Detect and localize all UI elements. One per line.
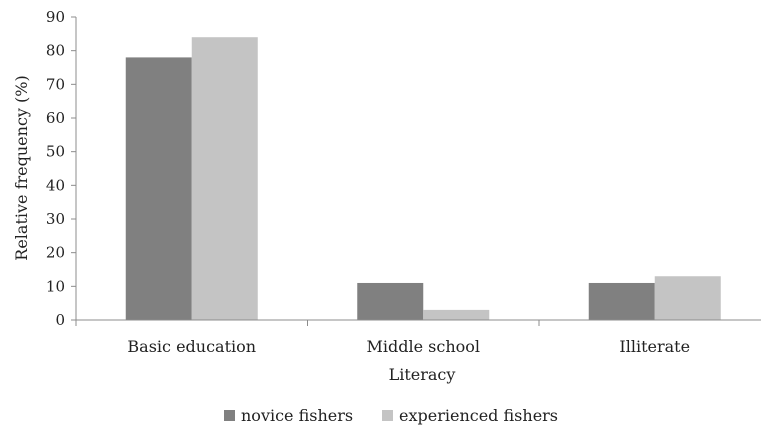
legend-swatch (224, 410, 235, 421)
x-tick-label: Middle school (366, 337, 480, 356)
y-tick-label: 10 (46, 277, 65, 295)
bar-experienced-fishers-middle-school (423, 309, 490, 320)
bar-experienced-fishers-basic-education (191, 37, 258, 320)
bar-novice-fishers-middle-school (357, 282, 424, 320)
y-tick-label: 60 (46, 109, 65, 127)
x-tick-label: Illiterate (619, 337, 690, 356)
x-axis-title: Literacy (389, 365, 456, 384)
legend-label: novice fishers (241, 406, 353, 425)
legend-swatch (382, 410, 393, 421)
y-tick-label: 90 (46, 8, 65, 26)
bar-experienced-fishers-illiterate (654, 276, 721, 320)
legend-label: experienced fishers (399, 406, 558, 425)
y-axis-title: Relative frequency (%) (12, 75, 31, 260)
y-tick-label: 40 (46, 176, 65, 194)
y-tick-label: 0 (55, 311, 65, 329)
bar-novice-fishers-basic-education (125, 57, 192, 321)
x-tick-label: Basic education (127, 337, 256, 356)
bar-novice-fishers-illiterate (588, 282, 655, 320)
legend: novice fishers experienced fishers (224, 406, 558, 425)
plot-area (125, 37, 721, 321)
y-tick-label: 70 (46, 75, 65, 93)
y-axis: 0 10 20 30 40 50 60 70 80 90 (46, 8, 77, 329)
y-tick-label: 20 (46, 244, 65, 262)
y-tick-label: 30 (46, 210, 65, 228)
y-tick-label: 80 (46, 42, 65, 60)
x-axis: Basic education Middle school Illiterate (75, 319, 761, 356)
y-tick-label: 50 (46, 143, 65, 161)
